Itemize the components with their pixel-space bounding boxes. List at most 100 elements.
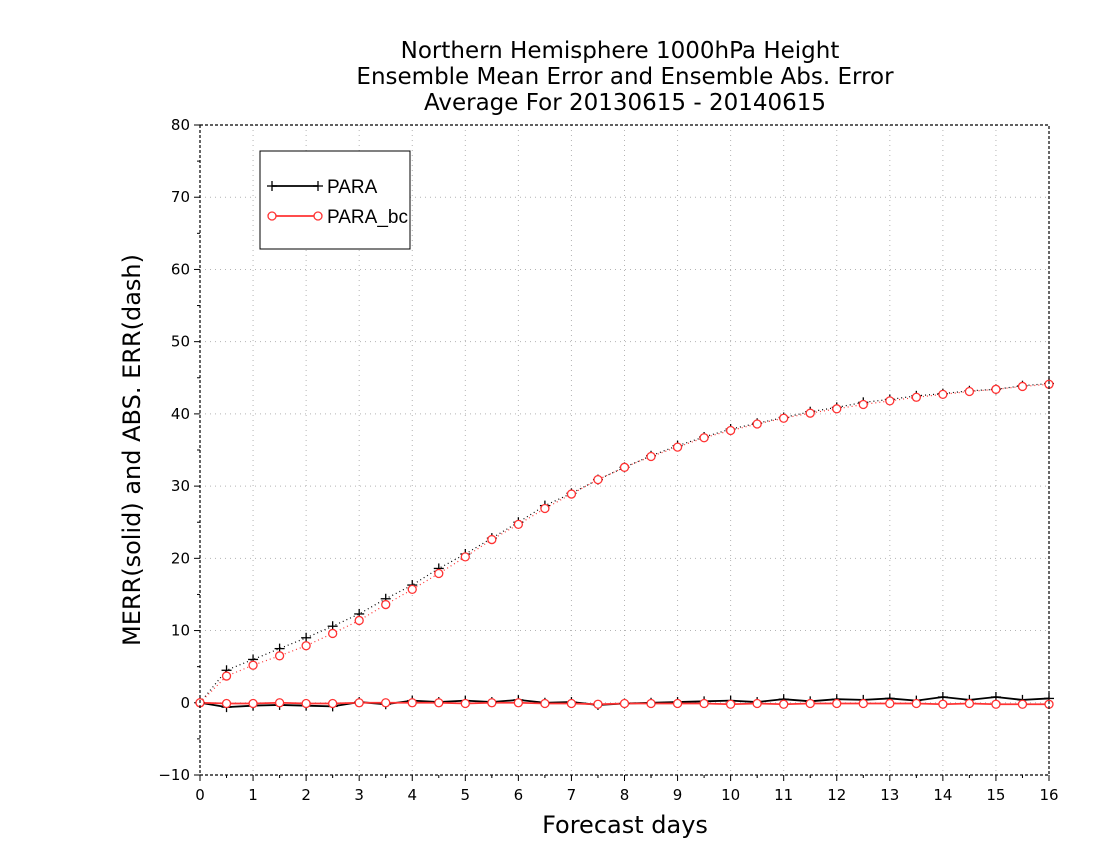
merr-point-para-bc — [301, 698, 311, 709]
x-tick-label: 12 — [827, 786, 846, 804]
abs-err-point-para-bc — [779, 413, 789, 423]
y-tick-label: 10 — [171, 622, 190, 640]
abs-err-point-para-bc — [593, 474, 603, 485]
abs-err-point-para-bc — [460, 552, 470, 562]
y-tick-label: 40 — [171, 405, 190, 423]
x-tick-label: 4 — [407, 786, 417, 804]
chart-title-line-3: Average For 20130615 - 20140615 — [424, 90, 826, 116]
x-tick-label: 16 — [1039, 786, 1058, 804]
abs-err-point-para-bc — [911, 392, 921, 402]
y-axis-label: MERR(solid) and ABS. ERR(dash) — [118, 254, 146, 646]
chart-title-line-2: Ensemble Mean Error and Ensemble Abs. Er… — [356, 64, 894, 90]
merr-point-para-bc — [964, 698, 975, 709]
merr-point-para-bc — [911, 698, 921, 709]
legend-entry-para: PARA — [267, 177, 378, 198]
abs-err-point-para-bc — [858, 399, 868, 410]
abs-err-point-para-bc — [407, 584, 417, 595]
merr-point-para-bc — [858, 698, 868, 709]
plot-frame — [199, 124, 1050, 776]
x-tick-label: 2 — [301, 786, 311, 804]
merr-point-para-bc — [381, 698, 391, 708]
x-axis-label: Forecast days — [542, 811, 708, 839]
chart-title-line-1: Northern Hemisphere 1000hPa Height — [401, 38, 840, 64]
abs-err-point-para-bc — [434, 568, 444, 579]
y-tick-label: 70 — [171, 188, 190, 206]
abs-err-point-para-bc — [301, 641, 311, 651]
y-tick-label: 80 — [171, 116, 190, 134]
y-tick-label: 20 — [171, 549, 190, 567]
abs-err-point-para-bc — [487, 534, 497, 545]
x-tick-label: 13 — [880, 786, 899, 804]
y-tick-label: 0 — [180, 694, 190, 712]
merr-point-para-bc — [699, 698, 709, 709]
merr-point-para-bc — [805, 698, 815, 709]
abs-err-point-para-bc — [1017, 381, 1028, 392]
abs-err-point-para-bc — [381, 599, 391, 610]
x-tick-label: 9 — [673, 786, 683, 804]
x-tick-label: 8 — [620, 786, 630, 804]
merr-point-para-bc — [221, 698, 232, 709]
legend: PARA PARA_bc — [259, 150, 411, 250]
merr-point-para-bc — [354, 698, 364, 708]
chart-title: Northern Hemisphere 1000hPa Height Ensem… — [356, 38, 894, 116]
legend-label-para: PARA — [327, 177, 378, 198]
abs-err-point-para-bc — [938, 389, 948, 400]
merr-point-para-bc — [566, 698, 577, 709]
x-tick-label: 11 — [774, 786, 793, 804]
x-tick-label: 5 — [461, 786, 471, 804]
merr-point-para-bc — [460, 698, 470, 709]
merr-point-para-bc — [593, 699, 603, 709]
merr-point-para-bc — [646, 698, 656, 709]
merr-point-para-bc — [328, 698, 338, 709]
merr-point-para-bc — [991, 699, 1001, 709]
merr-point-para-bc — [487, 698, 497, 708]
abs-err-point-para-bc — [964, 386, 975, 397]
merr-point-para-bc — [248, 698, 258, 709]
abs-err-line-para — [199, 382, 1050, 704]
x-tick-label: 7 — [567, 786, 577, 804]
abs-err-point-para-bc — [274, 651, 285, 661]
legend-marker-para — [267, 181, 277, 191]
legend-box — [259, 150, 411, 250]
merr-point-para-bc — [752, 698, 762, 709]
x-tick-label: 6 — [514, 786, 524, 804]
legend-marker-para-bc — [267, 211, 277, 221]
x-tick-label: 15 — [986, 786, 1005, 804]
abs-err-point-para-bc — [832, 404, 842, 414]
merr-point-para-bc — [274, 698, 285, 708]
legend-marker-para — [313, 181, 323, 191]
abs-err-point-para-bc — [646, 451, 656, 462]
x-tick-label: 1 — [248, 786, 258, 804]
abs-err-point-para-bc — [991, 384, 1001, 394]
merr-point-para-bc — [407, 698, 417, 708]
merr-point-para-bc — [619, 698, 630, 709]
abs-err-point-para-bc — [805, 408, 815, 418]
y-tick-label: 50 — [171, 333, 190, 351]
abs-err-point-para-bc — [513, 519, 524, 530]
abs-err-point-para-bc — [566, 489, 577, 499]
merr-point-para-bc — [434, 698, 444, 708]
merr-point-para-bc — [938, 699, 948, 709]
abs-err-point-para-bc — [672, 442, 683, 452]
y-tick-label: 60 — [171, 260, 190, 278]
abs-err-point-para-bc — [328, 628, 338, 639]
x-tick-label: 10 — [721, 786, 740, 804]
abs-err-point-para-bc — [540, 503, 550, 514]
abs-err-point-para-bc — [752, 419, 762, 429]
abs-err-point-para-bc — [725, 425, 736, 436]
merr-point-para-bc — [779, 699, 789, 709]
axes: 0 1 2 3 4 5 6 7 8 9 10 11 12 13 14 15 16−100102030405060… — [158, 116, 1058, 804]
merr-point-para-bc — [513, 698, 524, 708]
merr-point-para-bc — [1017, 699, 1028, 709]
x-tick-label: 14 — [933, 786, 952, 804]
x-tick-label: 0 — [195, 786, 205, 804]
legend-entry-para-bc: PARA_bc — [267, 207, 408, 228]
abs-err-point-para-bc — [699, 433, 709, 443]
merr-point-para-bc — [540, 698, 550, 709]
merr-point-para-bc — [832, 698, 842, 709]
abs-err-point-para-bc — [354, 615, 364, 626]
abs-err-point-para-bc — [885, 396, 895, 406]
legend-marker-para-bc — [313, 211, 323, 221]
merr-point-para-bc — [672, 698, 683, 709]
